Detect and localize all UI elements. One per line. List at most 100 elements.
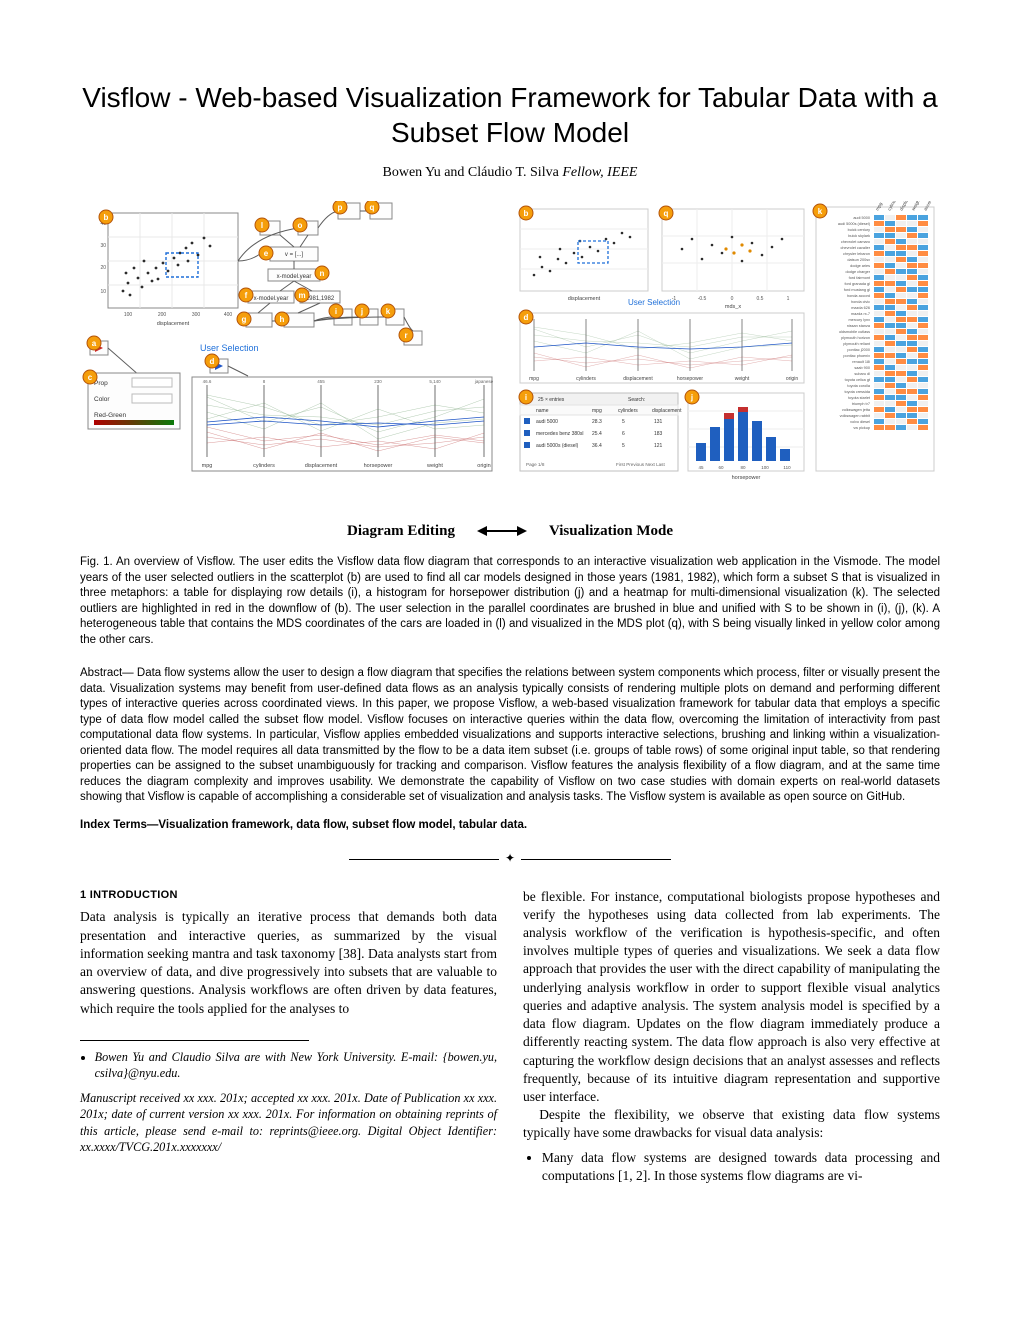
svg-text:volkswagen jetta: volkswagen jetta: [842, 408, 871, 412]
svg-text:30: 30: [100, 243, 106, 249]
figure-1: 10203040 100200300400 displacement User …: [80, 201, 940, 511]
svg-text:audi 5000: audi 5000: [536, 419, 558, 425]
svg-text:q: q: [664, 209, 669, 218]
svg-text:mercury lynx: mercury lynx: [848, 318, 870, 322]
svg-text:triumph tr7: triumph tr7: [852, 402, 870, 406]
svg-text:183: 183: [654, 431, 663, 437]
intro-paragraph-3: Despite the flexibility, we observe that…: [523, 1106, 940, 1142]
svg-text:-1: -1: [672, 296, 677, 302]
svg-text:28.3: 28.3: [592, 419, 602, 425]
svg-text:-0.5: -0.5: [698, 296, 707, 302]
svg-text:110: 110: [783, 465, 791, 470]
svg-text:displacement: displacement: [305, 463, 338, 469]
svg-text:displacement: displacement: [623, 376, 653, 382]
svg-text:audi 5000: audi 5000: [853, 216, 870, 220]
abstract: Abstract— Data flow systems allow the us…: [80, 666, 940, 806]
svg-text:6: 6: [622, 431, 625, 437]
svg-text:audi 5000s (diesel): audi 5000s (diesel): [536, 443, 579, 449]
svg-text:vw pickup: vw pickup: [853, 426, 870, 430]
svg-text:200: 200: [158, 312, 167, 318]
svg-text:horsepower: horsepower: [732, 475, 761, 481]
svg-text:datsun 200sx: datsun 200sx: [847, 258, 870, 262]
svg-text:honda civic: honda civic: [851, 300, 870, 304]
svg-text:100: 100: [761, 465, 769, 470]
svg-text:Page 1/8: Page 1/8: [526, 462, 545, 467]
svg-text:Search:: Search:: [628, 397, 645, 403]
svg-text:j: j: [360, 307, 363, 316]
figure-1-svg: 10203040 100200300400 displacement User …: [80, 201, 940, 511]
svg-text:japanese: japanese: [474, 379, 494, 384]
svg-text:dodge charger: dodge charger: [846, 270, 871, 274]
section-1-heading: 1 INTRODUCTION: [80, 888, 497, 903]
svg-text:c: c: [88, 373, 93, 382]
index-terms: Index Terms—Visualization framework, dat…: [80, 818, 940, 834]
svg-text:ford granada gl: ford granada gl: [844, 282, 870, 286]
svg-text:b: b: [104, 213, 109, 222]
svg-text:5: 5: [622, 443, 625, 449]
svg-text:p: p: [338, 203, 343, 212]
svg-text:x-model.year: x-model.year: [254, 296, 289, 302]
svg-text:20: 20: [100, 265, 106, 271]
svg-text:buick skylark: buick skylark: [848, 234, 870, 238]
svg-text:cylinders: cylinders: [253, 463, 275, 469]
svg-text:46.6: 46.6: [203, 379, 212, 384]
index-terms-text: Index Terms—Visualization framework, dat…: [80, 819, 527, 831]
svg-text:toyota corolla: toyota corolla: [847, 384, 870, 388]
svg-text:chrysler lebaron: chrysler lebaron: [843, 252, 870, 256]
drawback-bullets: Many data flow systems are designed towa…: [523, 1149, 940, 1185]
svg-text:buick century: buick century: [848, 228, 870, 232]
svg-text:ford fairmont: ford fairmont: [849, 276, 871, 280]
svg-text:mazda 626: mazda 626: [851, 306, 870, 310]
footnote-affiliation: Bowen Yu and Claudio Silva are with New …: [95, 1049, 497, 1082]
svg-text:r: r: [404, 331, 407, 340]
svg-text:pontiac phoenix: pontiac phoenix: [843, 354, 870, 358]
svg-text:f: f: [245, 291, 248, 300]
svg-text:l: l: [261, 221, 263, 230]
svg-text:121: 121: [654, 443, 663, 449]
svg-text:230: 230: [374, 379, 382, 384]
paper-title: Visflow - Web-based Visualization Framew…: [80, 80, 940, 150]
svg-text:First Previous Next Last: First Previous Next Last: [616, 462, 665, 467]
svg-text:Color: Color: [94, 396, 110, 403]
svg-text:1981,1982: 1981,1982: [306, 296, 335, 302]
svg-text:toyota starlet: toyota starlet: [848, 396, 871, 400]
footnote-rule: [80, 1040, 309, 1041]
svg-text:chevrolet cavalier: chevrolet cavalier: [840, 246, 870, 250]
section-ornament: ✦: [80, 849, 940, 867]
svg-text:saab 900: saab 900: [854, 366, 870, 370]
svg-text:name: name: [536, 408, 549, 414]
svg-text:chevrolet camaro: chevrolet camaro: [841, 240, 870, 244]
svg-text:h: h: [280, 315, 285, 324]
svg-text:60: 60: [718, 465, 724, 470]
svg-text:toyota celica gt: toyota celica gt: [845, 378, 871, 382]
svg-text:plymouth horizon: plymouth horizon: [841, 336, 870, 340]
svg-text:displacement: displacement: [652, 408, 682, 414]
svg-text:455: 455: [317, 379, 325, 384]
svg-text:25 × entries: 25 × entries: [538, 397, 565, 403]
svg-text:displacement: displacement: [157, 321, 190, 327]
svg-text:mds_x: mds_x: [725, 304, 741, 310]
mode-row: Diagram Editing Visualization Mode: [80, 521, 940, 541]
svg-text:Red-Green: Red-Green: [94, 412, 127, 419]
svg-text:mazda rx-7: mazda rx-7: [851, 312, 870, 316]
mode-right-label: Visualization Mode: [549, 521, 673, 541]
svg-text:volkswagen rabbit: volkswagen rabbit: [840, 414, 871, 418]
authors-fellow: Fellow, IEEE: [562, 165, 637, 180]
svg-text:5,140: 5,140: [429, 379, 441, 384]
svg-text:k: k: [818, 207, 823, 216]
svg-text:o: o: [298, 221, 303, 230]
svg-text:nissan stanza: nissan stanza: [847, 324, 871, 328]
svg-text:k: k: [386, 307, 391, 316]
authors-names: Bowen Yu and Cláudio T. Silva: [383, 165, 563, 180]
svg-text:plymouth reliant: plymouth reliant: [843, 342, 871, 346]
svg-text:25.4: 25.4: [592, 431, 602, 437]
footnotes: Bowen Yu and Claudio Silva are with New …: [80, 1049, 497, 1156]
user-selection-label-left: User Selection: [200, 343, 259, 353]
svg-text:10: 10: [100, 289, 106, 295]
svg-text:g: g: [242, 315, 247, 324]
svg-text:n: n: [320, 269, 325, 278]
svg-text:80: 80: [740, 465, 746, 470]
svg-text:cylinders: cylinders: [618, 408, 638, 414]
svg-text:horsepower: horsepower: [677, 376, 703, 382]
svg-text:131: 131: [654, 419, 663, 425]
